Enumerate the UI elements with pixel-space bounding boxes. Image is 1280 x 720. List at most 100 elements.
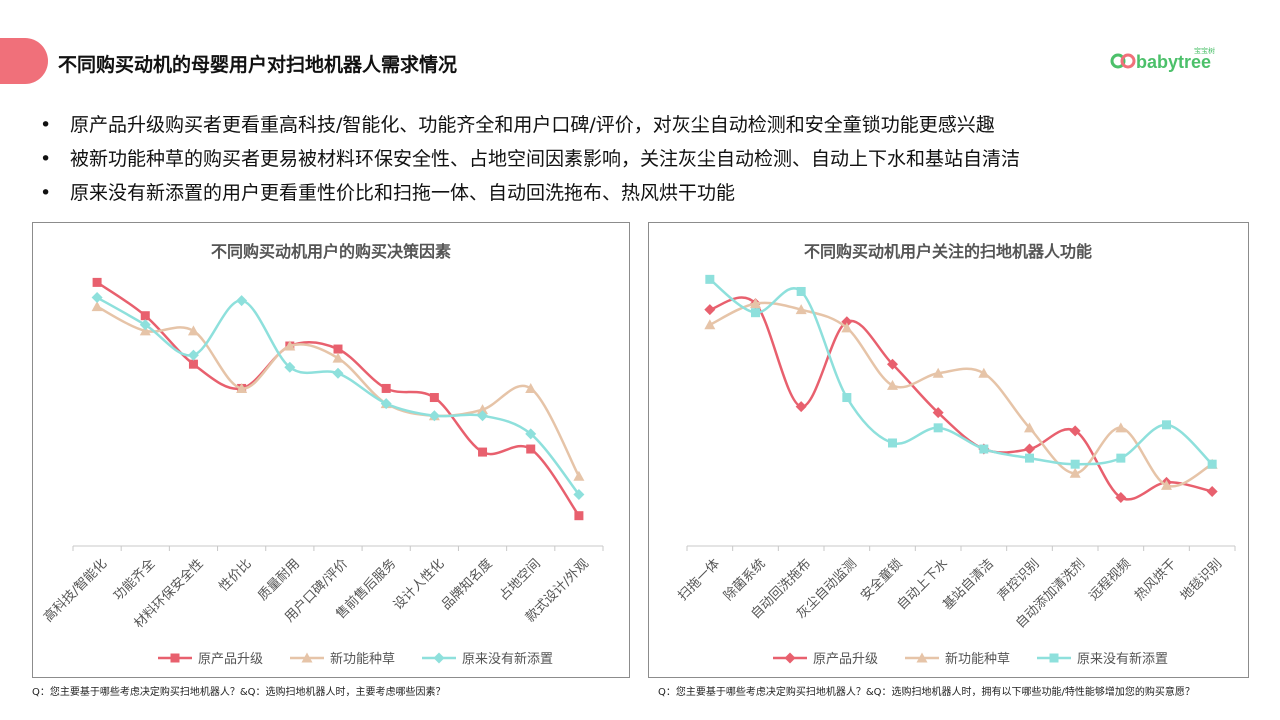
data-point (1115, 422, 1127, 433)
data-point (1070, 459, 1080, 469)
legend-label: 原产品升级 (813, 652, 878, 667)
legend-marker (916, 652, 928, 663)
data-point (705, 274, 715, 284)
data-point (704, 319, 716, 330)
bullet-list: • 原产品升级购买者更看重高科技/智能化、功能齐全和用户口碑/评价，对灰尘自动检测… (40, 108, 1020, 210)
data-point (1024, 443, 1035, 455)
data-point (842, 393, 852, 403)
title-accent-tab (0, 38, 48, 84)
data-point (795, 401, 807, 413)
data-point (795, 304, 807, 315)
chart-legend: 原产品升级 新功能种草 原来没有新添置 (158, 651, 553, 667)
x-tick-label: 热风烘干 (1132, 556, 1179, 603)
data-point (1207, 459, 1217, 469)
data-point (887, 379, 898, 390)
data-point (333, 344, 343, 354)
data-point (188, 359, 198, 369)
logo-small-text: 宝宝树 (1194, 46, 1215, 55)
series-新功能种草 (704, 298, 1218, 490)
series-原产品升级 (92, 277, 584, 521)
footnote-left: Q：您主要基于哪些考虑决定购买扫地机器人？&Q：选购扫地机器人时，主要考虑哪些因… (32, 687, 446, 698)
data-point (1206, 485, 1218, 497)
data-point (1024, 422, 1035, 433)
data-point (1025, 453, 1034, 463)
legend-label: 新功能种草 (945, 651, 1010, 667)
legend-marker (170, 653, 180, 663)
data-point (236, 382, 248, 393)
series-line (709, 301, 1213, 488)
data-point (187, 325, 199, 336)
data-point (932, 367, 944, 378)
chart-title: 不同购买动机用户关注的扫地机器人功能 (804, 242, 1092, 261)
data-point (380, 398, 392, 410)
data-point (429, 393, 439, 403)
bullet-dot: • (40, 182, 52, 204)
legend-label: 原来没有新添置 (462, 651, 553, 667)
data-point (284, 361, 296, 373)
data-point (187, 349, 199, 361)
x-tick-label: 设计人性化 (391, 556, 448, 613)
data-point (332, 352, 344, 363)
data-point (140, 311, 150, 321)
data-point (428, 410, 440, 422)
series-新功能种草 (91, 301, 585, 481)
data-point (477, 410, 489, 422)
data-point (477, 404, 489, 415)
x-tick-label: 占地空间 (496, 556, 543, 603)
data-point (1116, 453, 1126, 463)
x-tick-label: 质量耐用 (255, 556, 302, 603)
legend-marker (784, 652, 796, 664)
data-point (796, 286, 806, 296)
bullet-item: • 原来没有新添置的用户更看重性价比和扫拖一体、自动回洗拖布、热风烘干功能 (40, 176, 1020, 210)
data-point (91, 301, 103, 312)
data-point (525, 428, 537, 440)
data-point (92, 277, 102, 287)
data-point (236, 295, 248, 307)
bullet-item: • 被新功能种草的购买者更易被材料环保安全性、占地空间因素影响，关注灰尘自动检测、… (40, 142, 1020, 176)
x-tick-label: 地毯识别 (1178, 556, 1225, 603)
data-point (284, 340, 296, 351)
series-原来没有新添置 (705, 274, 1217, 469)
series-line (709, 296, 1213, 501)
x-tick-label: 除菌系统 (721, 556, 768, 603)
x-tick-label: 功能齐全 (110, 556, 158, 604)
bullet-text: 原产品升级购买者更看重高科技/智能化、功能齐全和用户口碑/评价，对灰尘自动检测和… (70, 114, 995, 136)
series-line (709, 278, 1214, 466)
data-point (573, 470, 585, 481)
legend-label: 新功能种草 (330, 651, 395, 667)
x-tick-label: 远程视频 (1086, 556, 1133, 603)
series-line (96, 281, 580, 517)
x-tick-label: 品牌知名度 (438, 556, 495, 613)
bullet-item: • 原产品升级购买者更看重高科技/智能化、功能齐全和用户口碑/评价，对灰尘自动检测… (40, 108, 1020, 142)
legend-label: 原产品升级 (198, 652, 263, 667)
data-point (139, 325, 151, 336)
data-point (1115, 492, 1127, 504)
data-point (91, 292, 103, 304)
x-tick-label: 扫拖一体 (675, 556, 722, 603)
data-point (933, 423, 943, 433)
legend-marker (301, 652, 313, 663)
legend-marker (433, 652, 445, 664)
data-point (332, 367, 344, 379)
data-point (888, 438, 897, 448)
data-point (887, 358, 898, 370)
series-原产品升级 (704, 296, 1218, 504)
data-point (841, 322, 853, 333)
logo-text: babytree (1136, 52, 1211, 72)
data-point (1162, 420, 1171, 430)
data-point (381, 383, 391, 393)
bullet-text: 被新功能种草的购买者更易被材料环保安全性、占地空间因素影响，关注灰尘自动检测、自… (70, 148, 1021, 170)
data-point (478, 447, 488, 457)
feature-interest-chart-panel: 不同购买动机用户关注的扫地机器人功能 扫拖一体 除菌系统 自动回洗拖布 灰尘自动监测 安全… (648, 222, 1249, 678)
logo-mark-green (1110, 53, 1126, 69)
chart-legend: 原产品升级 新功能种草 原来没有新添置 (773, 651, 1168, 667)
footnote-right: Q：您主要基于哪些考虑决定购买扫地机器人？&Q：选购扫地机器人时，拥有以下哪些功… (658, 687, 1195, 698)
data-point (750, 298, 761, 309)
data-point (751, 308, 760, 318)
babytree-logo: babytree 宝宝树 (1110, 46, 1215, 72)
bullet-dot: • (40, 114, 52, 136)
x-tick-label: 声控识别 (995, 556, 1042, 603)
page-title: 不同购买动机的母婴用户对扫地机器人需求情况 (58, 54, 458, 76)
data-point (574, 511, 584, 521)
